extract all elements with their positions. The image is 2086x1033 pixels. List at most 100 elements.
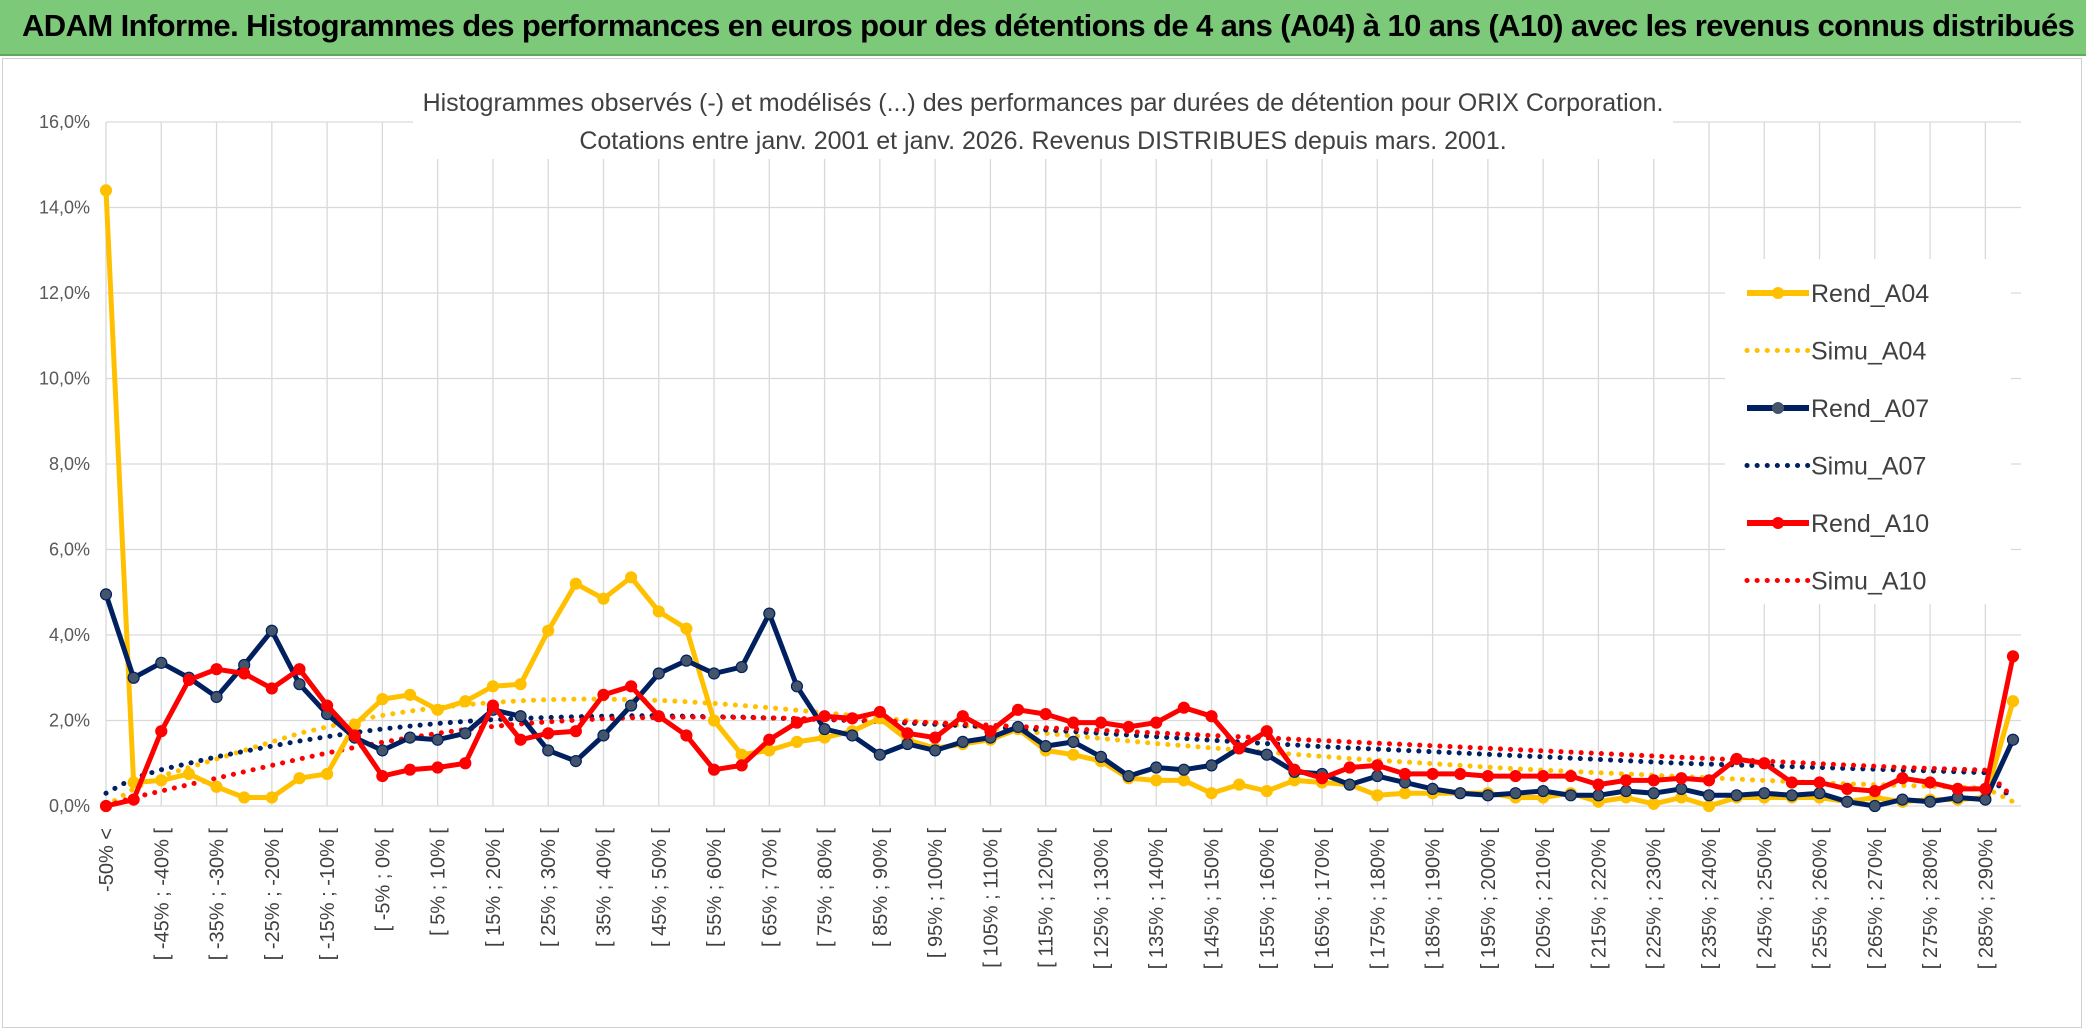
- data-point: [1233, 742, 1246, 755]
- data-point: [569, 725, 582, 738]
- data-point: [597, 592, 610, 605]
- data-point: [1150, 716, 1163, 729]
- x-tick-label: [ 25% ; 30% [: [538, 828, 560, 947]
- data-point: [514, 710, 527, 723]
- x-tick-label: [ -15% ; -10% [: [317, 828, 339, 961]
- data-point: [1039, 707, 1052, 721]
- data-point: [1067, 748, 1080, 761]
- data-point: [238, 667, 251, 680]
- legend-label: Rend_A07: [1811, 395, 1929, 423]
- data-point: [431, 703, 444, 716]
- data-point: [625, 680, 638, 693]
- data-point: [459, 695, 472, 708]
- data-point: [735, 759, 748, 772]
- data-point: [514, 678, 527, 691]
- data-point: [2006, 733, 2020, 746]
- data-point: [1785, 776, 1798, 789]
- data-point: [1509, 769, 1522, 783]
- data-point: [956, 735, 969, 748]
- data-point: [1426, 782, 1439, 796]
- data-point: [1315, 772, 1329, 785]
- data-point: [1177, 774, 1190, 787]
- x-tick-label: [ 145% ; 150% [: [1202, 828, 1224, 970]
- data-point: [1205, 787, 1218, 800]
- data-point: [625, 699, 638, 712]
- data-point: [1951, 782, 1964, 796]
- data-point: [1454, 767, 1467, 781]
- data-point: [790, 716, 804, 729]
- data-point: [1011, 703, 1025, 716]
- data-point: [1509, 787, 1522, 800]
- data-point: [182, 673, 196, 686]
- data-point: [680, 729, 693, 742]
- data-point: [486, 699, 500, 712]
- y-tick-label: 6,0%: [49, 540, 90, 560]
- data-point: [1702, 789, 1716, 802]
- data-point: [1813, 776, 1826, 789]
- legend-item-Rend_A10: Rend_A10: [1747, 510, 1929, 538]
- data-point: [155, 774, 168, 787]
- x-tick-label: [ 125% ; 130% [: [1091, 828, 1113, 970]
- data-point: [790, 680, 804, 693]
- x-tick-label: [ 135% ; 140% [: [1146, 828, 1168, 970]
- x-tick-label: -50% <: [96, 828, 118, 892]
- title-banner: ADAM Informe. Histogrammes des performan…: [0, 0, 2086, 56]
- y-axis: 0,0% 2,0% 4,0% 6,0% 8,0% 10,0% 12,0% 14,0% 16,0%: [39, 112, 90, 816]
- data-point: [293, 678, 306, 691]
- x-tick-label: [ 275% ; 280% [: [1920, 828, 1942, 970]
- data-point: [956, 710, 969, 723]
- chart-title-line-1: Histogrammes observés (-) et modélisés (…: [423, 89, 1664, 117]
- data-point: [652, 667, 665, 680]
- data-point: [542, 624, 555, 637]
- data-point: [735, 660, 748, 674]
- y-tick-label: 12,0%: [39, 283, 90, 303]
- data-point: [99, 588, 113, 601]
- data-point: [1039, 740, 1052, 753]
- legend-marker: [1772, 287, 1784, 299]
- data-point: [1647, 787, 1660, 800]
- x-tick-label: [ 75% ; 80% [: [815, 828, 837, 947]
- data-point: [1094, 750, 1108, 763]
- data-point: [1730, 789, 1743, 802]
- data-point: [1177, 701, 1190, 714]
- data-point: [514, 733, 527, 746]
- legend-item-Simu_A07: Simu_A07: [1744, 453, 1926, 481]
- x-tick-label: [ 45% ; 50% [: [649, 828, 671, 947]
- data-point: [238, 791, 251, 804]
- data-point: [403, 763, 417, 776]
- data-point: [486, 680, 500, 693]
- x-tick-label: [ 35% ; 40% [: [593, 828, 615, 947]
- data-point: [1979, 793, 1992, 806]
- data-point: [1537, 769, 1550, 783]
- data-point: [707, 667, 721, 680]
- data-point: [1398, 787, 1412, 800]
- x-tick-label: [ 185% ; 190% [: [1423, 828, 1445, 970]
- data-point: [155, 725, 168, 738]
- chart-svg: 0,0% 2,0% 4,0% 6,0% 8,0% 10,0% 12,0% 14,0% 16,0%…: [39, 83, 2021, 970]
- data-point: [99, 184, 113, 197]
- data-point: [625, 571, 638, 584]
- x-tick-label: [ -5% ; 0% [: [372, 828, 394, 932]
- data-point: [790, 735, 804, 748]
- x-tick-label: [ 265% ; 270% [: [1865, 828, 1887, 970]
- data-point: [1371, 759, 1384, 772]
- data-point: [376, 769, 389, 783]
- series-Simu_A10: [103, 714, 2016, 809]
- data-point: [1260, 784, 1273, 798]
- data-point: [1205, 710, 1218, 723]
- x-tick-label: [ 195% ; 200% [: [1478, 828, 1500, 970]
- data-point: [99, 799, 113, 813]
- x-tick-label: [ 235% ; 240% [: [1699, 828, 1721, 970]
- x-tick-label: [ 165% ; 170% [: [1312, 828, 1334, 970]
- data-point: [846, 729, 859, 742]
- y-tick-label: 16,0%: [39, 112, 90, 132]
- data-point: [818, 710, 831, 723]
- x-tick-label: [ 285% ; 290% [: [1975, 828, 1997, 970]
- x-tick-label: [ 95% ; 100% [: [925, 828, 947, 959]
- data-point: [1343, 761, 1356, 774]
- data-point: [1260, 748, 1273, 761]
- data-point: [1426, 767, 1439, 781]
- x-tick-label: [ -25% ; -20% [: [262, 828, 284, 961]
- data-point: [403, 731, 417, 744]
- data-point: [1564, 789, 1577, 802]
